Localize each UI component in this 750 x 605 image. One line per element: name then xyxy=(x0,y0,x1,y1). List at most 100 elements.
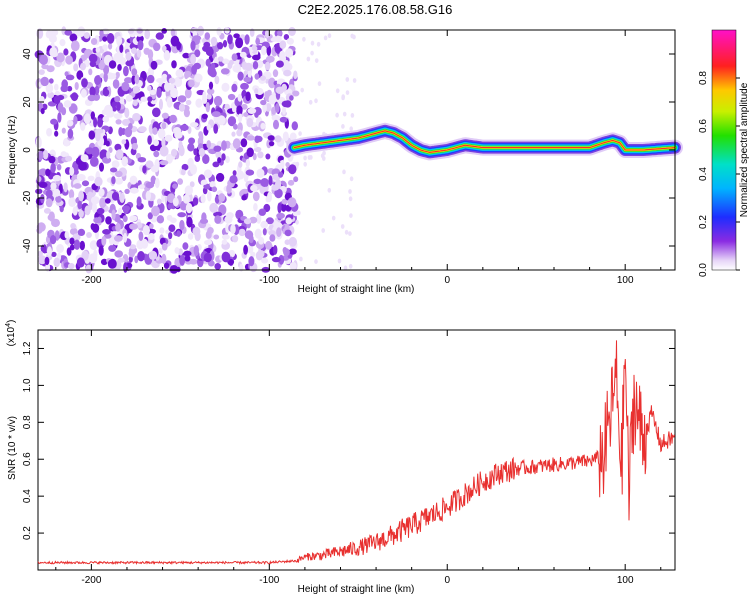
noise-blob xyxy=(129,223,138,230)
noise-speck xyxy=(343,265,348,271)
colorbar-tick-label: 0.2 xyxy=(698,215,709,229)
noise-blob xyxy=(276,227,282,238)
noise-blob xyxy=(36,227,43,234)
noise-blob xyxy=(73,239,81,250)
noise-blob xyxy=(89,156,99,167)
noise-blob xyxy=(43,208,51,214)
noise-blob xyxy=(187,143,195,152)
noise-blob xyxy=(137,251,145,262)
noise-blob xyxy=(108,60,117,69)
noise-blob xyxy=(281,198,288,205)
noise-blob xyxy=(138,126,147,133)
noise-blob xyxy=(111,176,116,185)
noise-speck xyxy=(342,111,347,117)
noise-blob xyxy=(216,27,222,36)
noise-blob xyxy=(40,76,49,87)
noise-blob xyxy=(171,148,178,157)
noise-blob xyxy=(152,127,158,135)
y-tick-label: 20 xyxy=(22,96,33,108)
noise-blob xyxy=(149,223,154,229)
noise-speck xyxy=(299,256,303,262)
noise-blob xyxy=(147,135,152,145)
noise-blob xyxy=(46,127,53,137)
noise-blob xyxy=(247,69,252,79)
noise-blob xyxy=(57,102,64,113)
snr-frame xyxy=(37,329,676,571)
noise-blob xyxy=(92,202,97,213)
noise-blob xyxy=(252,45,258,52)
noise-blob xyxy=(237,93,242,102)
noise-blob xyxy=(184,255,191,262)
noise-blob xyxy=(227,34,233,45)
noise-blob xyxy=(280,159,285,169)
noise-blob xyxy=(246,135,256,141)
noise-blob xyxy=(168,232,173,240)
noise-blob xyxy=(93,117,98,128)
noise-blob xyxy=(169,114,178,124)
colorbar-gradient xyxy=(711,29,737,271)
noise-blob xyxy=(255,37,260,46)
noise-blob xyxy=(117,207,123,216)
noise-blob xyxy=(275,60,284,68)
noise-blob xyxy=(184,88,192,99)
noise-blob xyxy=(195,98,203,108)
noise-blob xyxy=(247,107,257,114)
noise-blob xyxy=(158,247,163,254)
noise-blob xyxy=(37,250,43,257)
noise-blob xyxy=(190,122,199,128)
noise-speck xyxy=(314,58,319,63)
noise-blob xyxy=(57,112,62,123)
noise-blob xyxy=(122,215,128,223)
noise-blob xyxy=(182,52,190,59)
noise-blob xyxy=(161,242,168,251)
noise-blob xyxy=(265,153,271,160)
noise-blob xyxy=(287,197,297,208)
noise-blob xyxy=(278,171,284,178)
noise-blob xyxy=(218,193,226,202)
noise-blob xyxy=(241,194,247,201)
noise-blob xyxy=(37,255,47,265)
noise-blob xyxy=(87,175,95,181)
noise-blob xyxy=(176,41,182,51)
noise-blob xyxy=(161,73,168,83)
noise-blob xyxy=(207,191,212,202)
noise-blob xyxy=(52,174,62,182)
noise-blob xyxy=(260,99,267,106)
noise-speck xyxy=(314,98,318,104)
noise-blob xyxy=(72,206,78,216)
spectrogram-x-label: Height of straight line (km) xyxy=(298,284,415,295)
noise-blob xyxy=(260,122,266,130)
noise-blob xyxy=(233,123,238,130)
noise-speck xyxy=(302,36,306,42)
noise-speck xyxy=(314,259,318,264)
noise-blob xyxy=(105,216,112,225)
noise-speck xyxy=(295,161,300,167)
noise-blob xyxy=(244,34,250,45)
noise-blob xyxy=(56,164,62,171)
noise-blob xyxy=(276,212,285,219)
noise-blob xyxy=(240,82,249,90)
noise-speck xyxy=(348,263,353,269)
noise-blob xyxy=(56,52,65,63)
x-tick-label: -100 xyxy=(259,575,279,586)
noise-blob xyxy=(35,136,42,148)
noise-blob xyxy=(268,230,277,236)
noise-blob xyxy=(164,134,173,142)
noise-blob xyxy=(117,64,122,71)
noise-blob xyxy=(227,93,236,101)
noise-speck xyxy=(341,124,345,129)
noise-blob xyxy=(254,135,260,144)
noise-blob xyxy=(190,53,197,65)
noise-blob xyxy=(221,251,231,263)
noise-blob xyxy=(176,230,182,237)
noise-blob xyxy=(147,85,152,92)
noise-blob xyxy=(106,33,115,44)
noise-blob xyxy=(239,263,244,272)
noise-blob xyxy=(114,250,123,258)
noise-blob xyxy=(81,78,88,88)
noise-blob xyxy=(156,87,162,98)
noise-blob xyxy=(51,251,57,257)
noise-speck xyxy=(337,258,342,264)
noise-blob xyxy=(291,121,298,131)
noise-speck xyxy=(331,215,336,221)
